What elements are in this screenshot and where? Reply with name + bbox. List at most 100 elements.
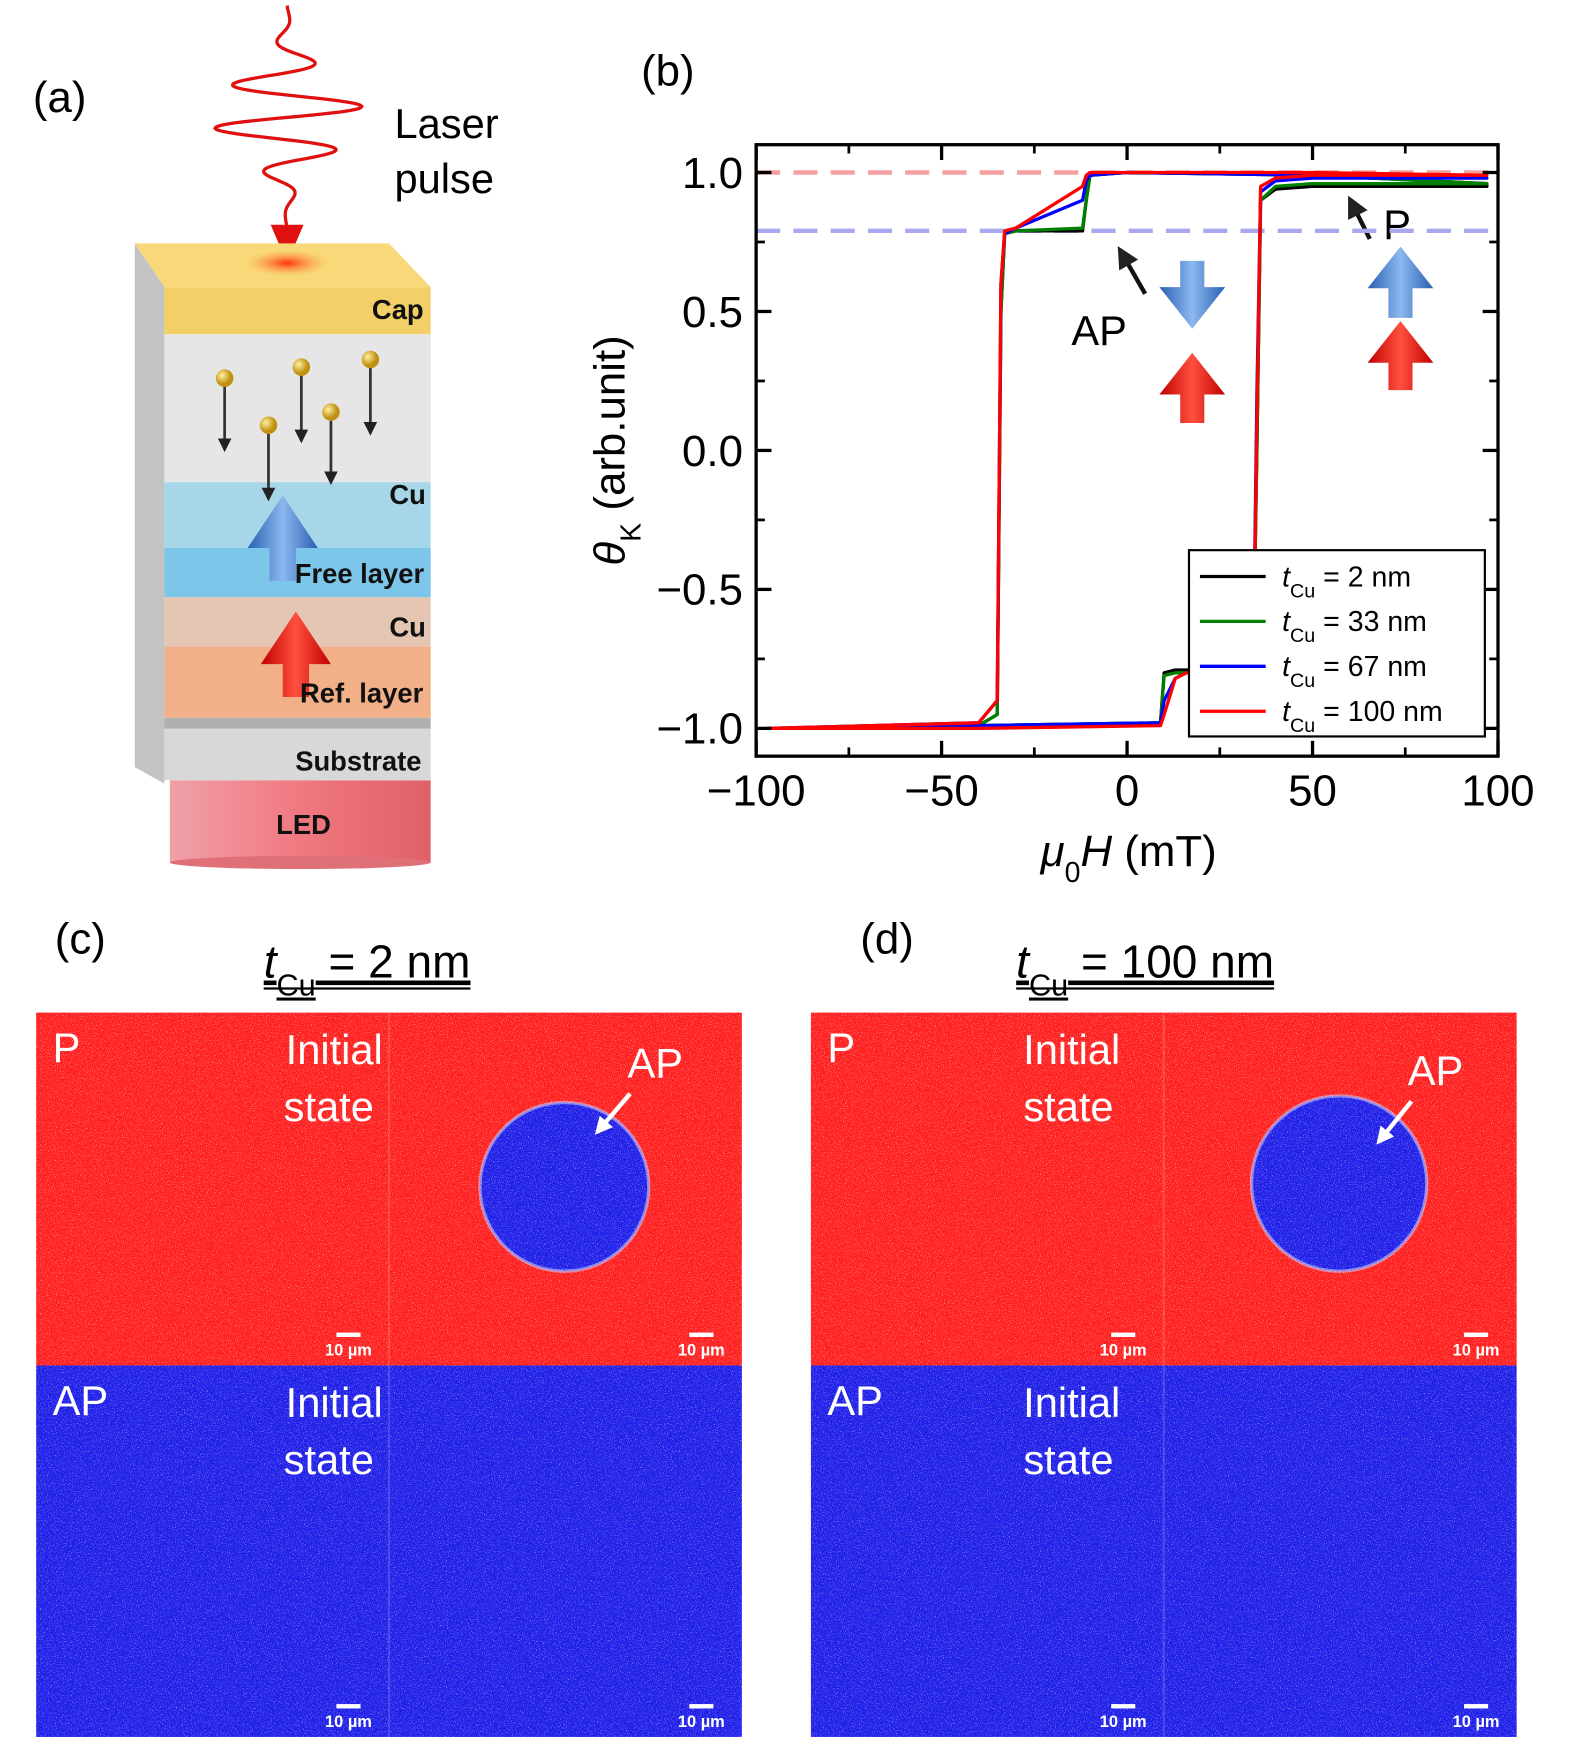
- spin-icon: [1159, 352, 1226, 424]
- y-axis-symbol: θ: [586, 542, 635, 566]
- electron-arrows: [217, 367, 378, 502]
- x-axis-var: H: [1080, 827, 1112, 876]
- legend-sub: Cu: [1290, 715, 1315, 737]
- image-text: Initial: [286, 1379, 383, 1426]
- y-tick-label: 0.0: [682, 427, 743, 476]
- y-tick-label: −0.5: [656, 566, 743, 615]
- ref-spin: [260, 611, 331, 698]
- panel-title: tCu = 100 nm: [1016, 936, 1274, 1002]
- title-symbol: t: [1016, 936, 1031, 988]
- legend-box: [1187, 549, 1486, 738]
- panel-label: (a): [33, 73, 87, 122]
- panel-label: (c): [55, 914, 106, 963]
- spacer-layer: [164, 334, 431, 483]
- panel-label: (d): [860, 914, 914, 963]
- y-tick-label: 1.0: [682, 149, 743, 198]
- scale-bar-label: 10 µm: [1100, 1342, 1147, 1360]
- image-annotation: AP: [628, 1039, 684, 1086]
- legend-symbol: t: [1282, 561, 1291, 593]
- spin-icon: [1159, 260, 1226, 329]
- legend-label: = 100 nm: [1315, 696, 1442, 728]
- scale-bar: [336, 1704, 361, 1709]
- legend-sub: Cu: [1290, 625, 1315, 647]
- free-layer: [164, 547, 431, 598]
- title-symbol: t: [264, 936, 279, 988]
- panel-b: (b) θK (arb.unit) μ0H (mT) AP P −100 −50 0…: [586, 47, 1535, 889]
- scale-bar: [1111, 1704, 1136, 1709]
- legend-symbol: t: [1282, 651, 1291, 683]
- image-text: Initial: [286, 1026, 383, 1073]
- spin-icon: [1367, 321, 1434, 391]
- legend-entry: tCu = 67 nm: [1282, 651, 1427, 692]
- scale-bar-label: 10 µm: [1100, 1713, 1147, 1731]
- stack-side: [134, 243, 165, 784]
- x-tick-label: −50: [904, 766, 978, 815]
- layer-label: Ref. layer: [300, 677, 424, 708]
- layer-label: Cu: [389, 612, 426, 643]
- x-tick-label: −100: [707, 766, 806, 815]
- image-text: Initial: [1023, 1026, 1120, 1073]
- panel-title: tCu = 2 nm: [264, 936, 471, 1002]
- gap-layer: [164, 717, 431, 729]
- scale-bar-label: 10 µm: [1453, 1713, 1500, 1731]
- image-annotation: AP: [1408, 1047, 1464, 1094]
- image-text: state: [1023, 1083, 1113, 1130]
- title-text: = 2 nm: [316, 936, 471, 988]
- speckle: [810, 1012, 1517, 1366]
- scale-bar-label: 10 µm: [1453, 1342, 1500, 1360]
- scale-bar-label: 10 µm: [678, 1713, 725, 1731]
- layer-label: LED: [276, 809, 331, 840]
- layer-label: Substrate: [295, 745, 421, 776]
- layer-label: Cap: [372, 294, 424, 325]
- legend-label: = 33 nm: [1315, 606, 1427, 638]
- scale-bar-label: 10 µm: [325, 1713, 372, 1731]
- speckle: [36, 1365, 742, 1737]
- annotation-arrow: [1376, 1099, 1414, 1145]
- laser-spot: [245, 249, 329, 277]
- speckle: [810, 1365, 1517, 1737]
- speckle: [36, 1012, 742, 1366]
- legend-entry: tCu = 100 nm: [1282, 696, 1443, 737]
- legend-sub: Cu: [1290, 580, 1315, 602]
- x-tick-label: 100: [1461, 766, 1534, 815]
- y-tick-label: −1.0: [656, 705, 743, 754]
- y-axis-label: θK (arb.unit): [586, 335, 648, 565]
- image-text: Initial: [1023, 1379, 1120, 1426]
- scale-bar: [689, 1704, 714, 1709]
- legend-label: = 2 nm: [1315, 561, 1411, 593]
- annotation: AP: [1071, 307, 1127, 354]
- state-label: AP: [827, 1377, 883, 1424]
- annotation: P: [1383, 201, 1411, 248]
- cap-layer: [164, 287, 431, 335]
- state-label: P: [827, 1024, 855, 1071]
- scale-bar-label: 10 µm: [678, 1342, 725, 1360]
- title-sub: Cu: [1029, 967, 1068, 1002]
- y-tick-label: 0.5: [682, 288, 743, 337]
- legend-sub: Cu: [1290, 670, 1315, 692]
- electrons: [215, 350, 380, 435]
- image-text: state: [1023, 1436, 1113, 1483]
- scale-bar: [1111, 1332, 1136, 1337]
- panel-a: (a) Laser pulse Cap Cu Free layer Cu Ref…: [33, 5, 499, 870]
- x-tick-label: 50: [1288, 766, 1337, 815]
- led: [169, 780, 431, 863]
- x-axis-text: (mT): [1112, 827, 1217, 876]
- laser-pulse: [213, 5, 364, 231]
- scale-bar: [336, 1332, 361, 1337]
- layer-label: Cu: [389, 479, 426, 510]
- free-spin: [247, 495, 318, 581]
- x-axis-sub: 0: [1065, 857, 1081, 889]
- legend-label: = 67 nm: [1315, 651, 1427, 683]
- legend-entry: tCu = 2 nm: [1282, 561, 1411, 602]
- scale-bar: [1464, 1332, 1489, 1337]
- title-text: = 100 nm: [1068, 936, 1274, 988]
- spin-icon: [1367, 246, 1434, 318]
- x-tick-label: 0: [1115, 766, 1139, 815]
- y-axis-sub: K: [616, 523, 648, 542]
- panel-label: (b): [641, 47, 695, 96]
- legend-symbol: t: [1282, 696, 1291, 728]
- y-axis-text: (arb.unit): [586, 335, 635, 523]
- scale-bar: [689, 1332, 714, 1337]
